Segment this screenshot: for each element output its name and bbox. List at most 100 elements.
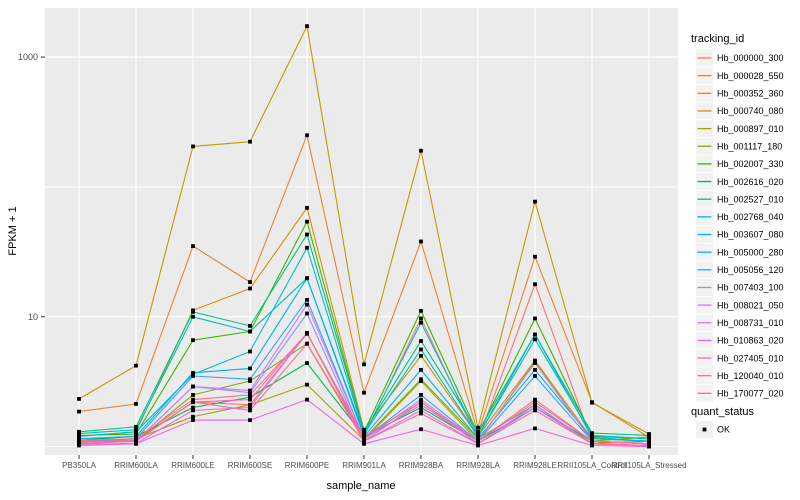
- data-point: [191, 405, 195, 410]
- data-point: [305, 245, 309, 250]
- data-point: [248, 397, 252, 402]
- data-point: [191, 384, 195, 389]
- data-point: [419, 148, 423, 153]
- data-point: [419, 308, 423, 313]
- data-point: [647, 439, 651, 444]
- data-point: [533, 282, 537, 287]
- data-point: [305, 341, 309, 346]
- data-point: [533, 254, 537, 259]
- data-point: [191, 314, 195, 319]
- legend-label: Hb_002616_020: [717, 177, 784, 187]
- data-point: [590, 436, 594, 441]
- legend-label: Hb_005056_120: [717, 265, 784, 275]
- data-point: [533, 199, 537, 204]
- data-point: [77, 409, 81, 414]
- data-point: [419, 393, 423, 397]
- data-point: [248, 393, 252, 397]
- data-point: [419, 397, 423, 402]
- data-point: [248, 408, 252, 413]
- quant-square-icon: [702, 427, 707, 432]
- data-point: [248, 395, 252, 400]
- data-point: [476, 432, 480, 436]
- data-point: [305, 205, 309, 210]
- x-tick-label: RRIM928BA: [399, 461, 444, 470]
- data-point: [533, 316, 537, 321]
- legend-label: Hb_010863_020: [717, 336, 784, 346]
- data-point: [134, 363, 138, 368]
- data-point: [362, 441, 366, 446]
- data-point: [419, 377, 423, 382]
- data-point: [419, 402, 423, 407]
- x-tick-label: RRIM928LA: [456, 461, 500, 470]
- data-point: [305, 302, 309, 307]
- legend-label: Hb_000740_080: [717, 106, 784, 116]
- data-point: [362, 390, 366, 395]
- data-point: [362, 436, 366, 441]
- legend-label: Hb_003607_080: [717, 230, 784, 240]
- data-point: [647, 441, 651, 446]
- data-point: [248, 349, 252, 354]
- data-point: [134, 441, 138, 446]
- legend-label: Hb_170077_020: [717, 389, 784, 399]
- data-point: [305, 397, 309, 402]
- data-point: [191, 400, 195, 405]
- data-point: [533, 361, 537, 365]
- data-point: [134, 424, 138, 429]
- data-point: [248, 388, 252, 393]
- data-point: [419, 347, 423, 352]
- data-point: [191, 144, 195, 149]
- data-point: [77, 396, 81, 401]
- data-point: [590, 431, 594, 436]
- data-point: [248, 329, 252, 334]
- x-tick-label: RRIM600LE: [171, 461, 215, 470]
- legend-title-tracking-id: tracking_id: [691, 33, 745, 45]
- legend-label: Hb_000352_360: [717, 89, 784, 99]
- data-point: [362, 427, 366, 432]
- x-tick-label: RRIM600PE: [285, 461, 329, 470]
- data-point: [305, 276, 309, 281]
- data-point: [419, 405, 423, 410]
- data-point: [533, 400, 537, 405]
- legend-label: Hb_007403_100: [717, 283, 784, 293]
- data-point: [191, 374, 195, 378]
- data-point: [248, 324, 252, 328]
- legend-label: Hb_120040_010: [717, 371, 784, 381]
- x-axis-title: sample_name: [326, 480, 396, 492]
- data-point: [77, 441, 81, 446]
- data-point: [191, 397, 195, 402]
- y-tick-label: 10: [28, 312, 38, 322]
- data-point: [191, 309, 195, 314]
- legend-label: Hb_001117_180: [717, 141, 782, 151]
- data-point: [533, 426, 537, 431]
- data-point: [590, 400, 594, 405]
- data-point: [77, 431, 81, 436]
- data-point: [533, 374, 537, 378]
- data-point: [191, 414, 195, 419]
- data-point: [419, 408, 423, 413]
- data-point: [362, 429, 366, 434]
- data-point: [533, 332, 537, 337]
- data-point: [362, 434, 366, 439]
- data-point: [77, 434, 81, 439]
- data-point: [305, 133, 309, 138]
- data-point: [191, 418, 195, 422]
- data-point: [134, 427, 138, 432]
- legend-title-quant-status: quant_status: [691, 406, 754, 418]
- data-point: [134, 432, 138, 436]
- data-point: [248, 139, 252, 144]
- data-point: [305, 311, 309, 316]
- legend-label: Hb_002527_010: [717, 194, 784, 204]
- legend-label: Hb_000028_550: [717, 71, 784, 81]
- legend-label: Hb_008731_010: [717, 318, 784, 328]
- legend-label: Hb_000000_300: [717, 53, 784, 63]
- data-point: [305, 232, 309, 237]
- data-point: [248, 280, 252, 284]
- data-point: [419, 353, 423, 358]
- data-point: [419, 339, 423, 343]
- data-point: [647, 433, 651, 438]
- data-point: [248, 286, 252, 291]
- data-point: [191, 370, 195, 375]
- data-point: [476, 434, 480, 439]
- data-point: [191, 244, 195, 249]
- data-point: [476, 439, 480, 444]
